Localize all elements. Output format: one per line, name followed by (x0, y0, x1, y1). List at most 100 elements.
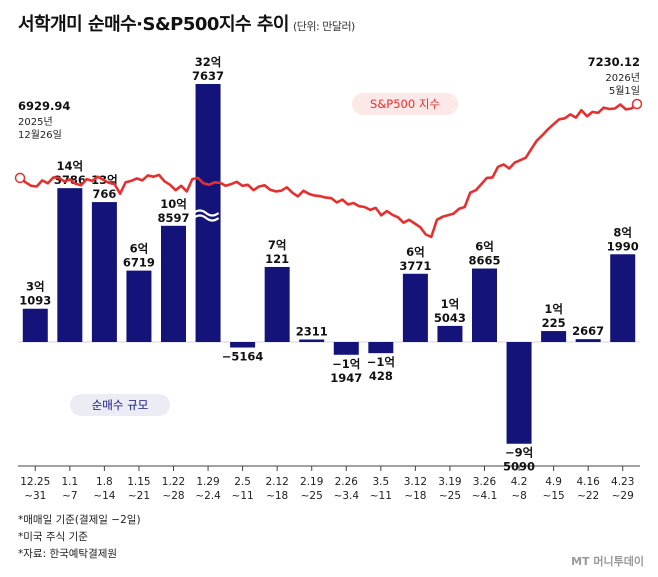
bar-data-label: 225 (542, 316, 566, 330)
x-tick-label: 4.16 (576, 476, 600, 488)
x-tick-label: ~21 (128, 490, 150, 502)
sp500-end-date: 5월1일 (609, 85, 640, 97)
bar (368, 342, 394, 354)
bar-data-label: 3771 (399, 259, 431, 273)
x-tick-label: 4.9 (545, 476, 562, 488)
x-tick-label: ~11 (370, 490, 392, 502)
x-tick-label: 12.25 (20, 476, 50, 488)
x-tick-label: 2.19 (300, 476, 323, 488)
legend-bar-label: 순매수 규모 (92, 398, 149, 412)
x-tick-label: 1.29 (196, 476, 219, 488)
bar-data-label: 32억 (195, 55, 222, 69)
bar (230, 342, 256, 348)
bar-data-label: 5043 (434, 311, 466, 325)
bar-data-label: 6억 (475, 240, 494, 254)
x-tick-label: ~18 (404, 490, 426, 502)
x-tick-label: ~7 (62, 490, 77, 502)
sp500-start-date: 12월26일 (18, 129, 62, 141)
chart-title: 서학개미 순매수·S&P500지수 추이 (단위: 만달러) (18, 14, 355, 35)
x-tick-label: 3.26 (473, 476, 497, 488)
footnotes: *매매일 기준(결제일 −2일) *미국 주식 기준 *자료: 한국예탁결제원 (18, 512, 141, 563)
bar (541, 331, 567, 342)
x-tick-label: ~11 (232, 490, 254, 502)
sp500-end-point (631, 98, 643, 110)
bar-data-label: 6719 (123, 256, 155, 270)
x-tick-label: ~18 (266, 490, 288, 502)
bar-data-label: −9억 (505, 446, 533, 460)
bar-data-label: 6억 (130, 242, 149, 256)
bar-data-label: 1947 (330, 371, 362, 385)
bar (57, 188, 83, 342)
bar-data-label: 3억 (26, 280, 45, 294)
unit-label: (단위: 만달러) (292, 20, 355, 33)
sp500-start-point (14, 172, 26, 184)
x-tick-label: 4.23 (611, 476, 634, 488)
legend-line-bg (352, 93, 458, 115)
bar (22, 308, 48, 342)
legend-line-label: S&P500 지수 (370, 97, 440, 111)
bar-data-label: 1093 (19, 294, 51, 308)
bar-data-label: 8597 (157, 211, 189, 225)
x-tick-label: ~31 (24, 490, 46, 502)
sp500-end-date: 2026년 (605, 72, 640, 84)
bar (437, 325, 463, 342)
axis-break-mark (192, 214, 220, 222)
bar (126, 270, 152, 342)
x-tick-label: ~4.1 (472, 490, 498, 502)
bar-data-label: 428 (369, 369, 393, 383)
bar-data-label: 1억 (544, 302, 563, 316)
x-tick-label: ~3.4 (334, 490, 360, 502)
x-tick-label: 1.8 (96, 476, 113, 488)
x-tick-label: 3.19 (438, 476, 461, 488)
x-tick-label: ~14 (93, 490, 115, 502)
x-tick-label: 2.5 (234, 476, 251, 488)
publisher-logo: MT 머니투데이 (571, 555, 644, 568)
bar (161, 225, 186, 342)
x-tick-label: 1.15 (127, 476, 150, 488)
bar-data-label: 121 (265, 252, 289, 266)
x-tick-label: ~15 (543, 490, 565, 502)
bar (506, 342, 532, 444)
legend-bar-bg (70, 394, 170, 416)
x-tick-label: ~2.4 (195, 490, 221, 502)
bar-data-label: 7억 (268, 238, 287, 252)
bar (91, 202, 117, 342)
bar-data-label: 7637 (192, 69, 224, 83)
bar-data-label: −5164 (222, 350, 264, 364)
bar-data-label: 1억 (441, 297, 460, 311)
bar-data-label: 1990 (607, 239, 639, 253)
x-tick-label: 4.2 (511, 476, 528, 488)
axis-break-mark (192, 209, 220, 217)
bar-data-label: 14억 (57, 159, 84, 173)
sp500-start-date: 2025년 (18, 116, 53, 128)
bar-data-label: 10억 (160, 197, 187, 211)
x-tick-label: 1.22 (162, 476, 185, 488)
bar (575, 339, 601, 342)
x-tick-label: ~25 (439, 490, 461, 502)
x-tick-label: ~25 (301, 490, 323, 502)
x-tick-label: 2.12 (265, 476, 288, 488)
x-tick-label: 1.1 (61, 476, 78, 488)
sp500-line (19, 102, 638, 239)
bar-data-label: 766 (92, 187, 116, 201)
bar-data-label: 6억 (406, 245, 425, 259)
x-tick-label: ~22 (577, 490, 599, 502)
x-tick-label: 3.5 (372, 476, 389, 488)
x-tick-label: 2.26 (335, 476, 359, 488)
x-tick-label: ~29 (612, 490, 634, 502)
x-tick-label: ~28 (162, 490, 184, 502)
x-tick-label: ~8 (511, 490, 526, 502)
bar-data-label: 8665 (468, 254, 500, 268)
bar-data-label: 2667 (572, 324, 604, 338)
x-tick-label: 3.12 (404, 476, 427, 488)
bar (333, 342, 359, 355)
bar-data-label: −1억 (332, 357, 360, 371)
bar (195, 84, 221, 342)
footnote: *미국 주식 기준 (18, 531, 88, 543)
sp500-end-value: 7230.12 (588, 55, 640, 69)
bar (264, 266, 290, 342)
bar (472, 268, 497, 342)
bar (610, 254, 636, 342)
sp500-start-value: 6929.94 (18, 99, 70, 113)
